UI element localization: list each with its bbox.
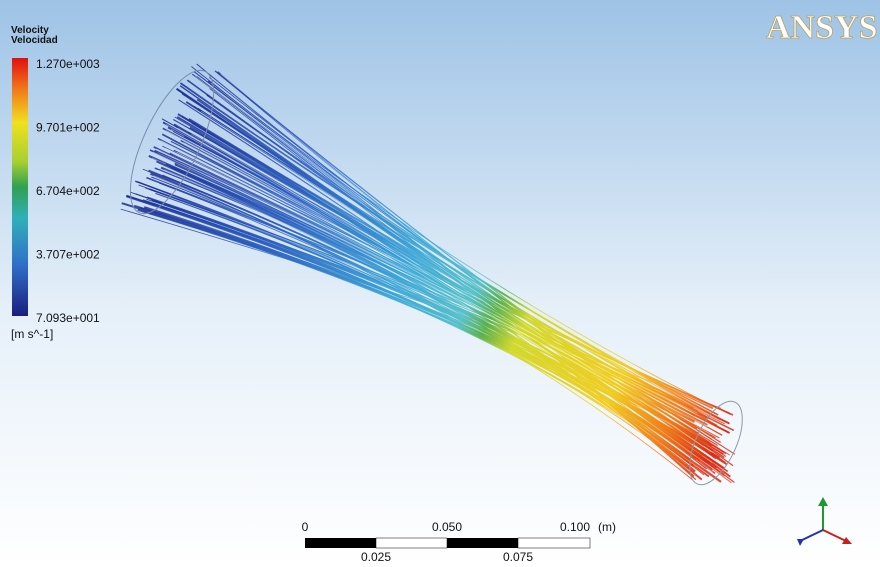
scale-segment [376, 538, 447, 548]
scale-label: 0.100 [560, 520, 590, 534]
scale-unit: (m) [598, 520, 616, 534]
legend-unit: [m s^-1] [11, 327, 53, 341]
legend-subtitle: Velocidad [11, 35, 58, 46]
scale-label: 0 [302, 520, 309, 534]
legend-label: 1.270e+003 [36, 57, 100, 71]
legend-label: 3.707e+002 [36, 248, 100, 262]
legend-label: 6.704e+002 [36, 184, 100, 198]
scale-segment [518, 538, 590, 548]
scale-label: 0.050 [432, 520, 462, 534]
logo: ANSYS [766, 9, 877, 46]
scale-label: 0.075 [503, 550, 533, 564]
legend-label: 7.093e+001 [36, 311, 100, 325]
scale-segment [447, 538, 518, 548]
color-bar [12, 58, 28, 316]
viewport: ANSYS Velocity Velocidad 1.270e+0039.701… [0, 0, 880, 567]
scale-label: 0.025 [361, 550, 391, 564]
legend-label: 9.701e+002 [36, 121, 100, 135]
scale-bar [305, 538, 590, 548]
scale-segment [305, 538, 376, 548]
